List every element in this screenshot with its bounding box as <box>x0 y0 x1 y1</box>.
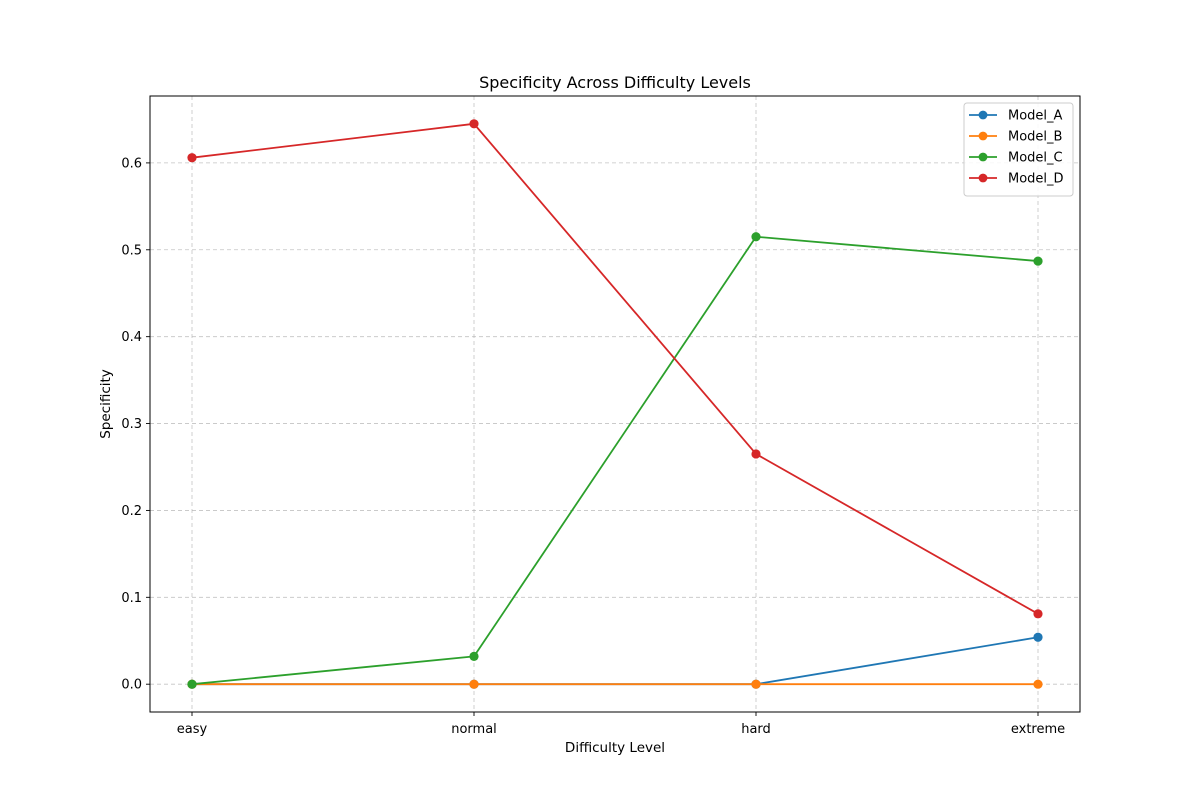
y-tick-label: 0.0 <box>121 678 142 693</box>
legend-item-model-b: Model_B <box>969 130 1062 145</box>
data-point-model-b <box>1033 679 1043 689</box>
x-axis-label: Difficulty Level <box>565 740 665 756</box>
legend-label: Model_C <box>1008 151 1063 166</box>
data-point-model-b <box>751 679 761 689</box>
legend: Model_A Model_B Model_C Model_D <box>963 102 1074 197</box>
ticks: easy normal hard extreme 0.0 0.1 0.2 0.3 0.4 0.5 0… <box>121 156 1065 737</box>
legend-label: Model_A <box>1008 109 1063 124</box>
chart-title: Specificity Across Difficulty Levels <box>479 73 751 92</box>
legend-label: Model_D <box>1008 172 1064 187</box>
legend-swatch-marker <box>978 173 988 183</box>
data-point-model-c <box>469 651 479 661</box>
series-line-model-a <box>192 636 1039 686</box>
legend-frame <box>963 102 1074 197</box>
legend-swatch-marker <box>978 152 988 162</box>
data-point-model-a <box>1033 632 1043 642</box>
data-point-model-d <box>469 119 479 129</box>
series-model-c <box>187 232 1043 689</box>
axes-frame <box>149 95 1081 713</box>
x-tick-label: normal <box>451 722 497 737</box>
y-axis-label: Specificity <box>98 369 114 439</box>
y-tick-label: 0.1 <box>121 591 142 606</box>
legend-item-model-c: Model_C <box>969 151 1063 166</box>
y-tick-label: 0.5 <box>121 243 142 258</box>
data-point-model-b <box>469 679 479 689</box>
y-tick-label: 0.3 <box>121 417 142 432</box>
data-point-model-c <box>187 679 197 689</box>
y-tick-label: 0.4 <box>121 330 142 345</box>
series-layer <box>187 119 1043 689</box>
data-point-model-c <box>751 232 761 242</box>
series-model-d <box>187 119 1043 619</box>
series-model-b <box>187 679 1043 689</box>
x-tick-label: easy <box>177 722 208 737</box>
y-tick-label: 0.6 <box>121 156 142 171</box>
series-line-model-c <box>191 235 1039 686</box>
series-line-model-d <box>191 122 1039 615</box>
legend-label: Model_B <box>1008 130 1062 145</box>
legend-item-model-a: Model_A <box>969 109 1063 124</box>
legend-swatch-marker <box>978 131 988 141</box>
x-tick-label: extreme <box>1011 722 1065 737</box>
legend-item-model-d: Model_D <box>969 172 1064 187</box>
x-tick-label: hard <box>741 722 771 737</box>
data-point-model-d <box>1033 609 1043 619</box>
y-tick-label: 0.2 <box>121 504 142 519</box>
series-model-a <box>187 632 1043 689</box>
data-point-model-d <box>751 449 761 459</box>
legend-swatch-marker <box>978 110 988 120</box>
grid <box>150 96 1080 712</box>
data-point-model-d <box>187 153 197 163</box>
data-point-model-c <box>1033 256 1043 266</box>
